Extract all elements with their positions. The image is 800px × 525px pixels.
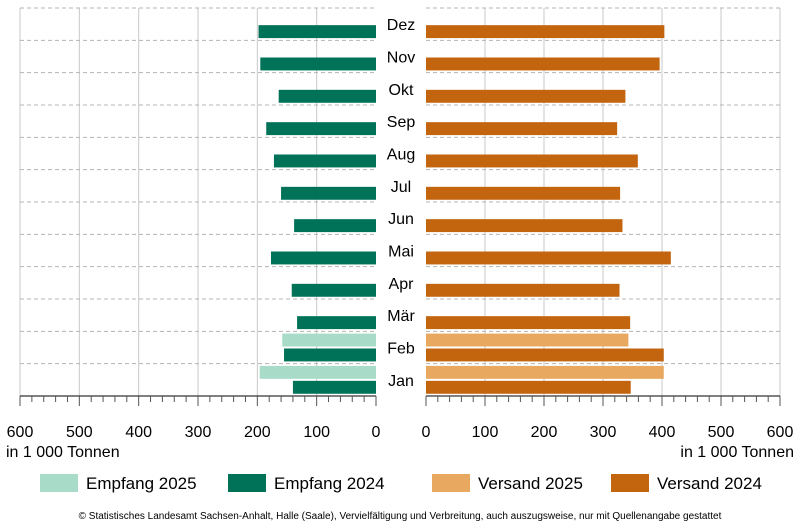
bar-versand-2024-mai: [426, 251, 671, 265]
bar-versand-2024-okt: [426, 89, 626, 103]
month-labels: Jan Feb Mär Apr Mai Jun Jul Aug Sep Okt Nov Dez: [387, 17, 416, 390]
bar-versand-2024-jul: [426, 186, 621, 200]
bar-empfang-2024-jun: [294, 219, 376, 233]
bar-versand-2024-dez: [426, 25, 665, 39]
bar-empfang-2024-nov: [260, 57, 376, 71]
legend-label-empfang-2025: Empfang 2025: [86, 474, 197, 493]
month-label-mai: Mai: [388, 244, 414, 261]
bar-empfang-2024-mai: [270, 251, 376, 265]
right-tick-label-400: 400: [649, 424, 676, 441]
legend-swatch-versand-2024: [611, 474, 649, 492]
left-tick-label-600: 600: [7, 424, 34, 441]
bar-versand-2024-sep: [426, 122, 618, 136]
bar-versand-2025-feb: [426, 333, 629, 347]
left-tick-label-400: 400: [125, 424, 152, 441]
right-axis-label: in 1 000 Tonnen: [680, 444, 794, 461]
right-tick-label-600: 600: [767, 424, 794, 441]
bar-empfang-2024-feb: [284, 348, 376, 362]
right-tick-label-100: 100: [472, 424, 499, 441]
bar-versand-2024-apr: [426, 283, 620, 297]
bar-empfang-2024-apr: [291, 283, 376, 297]
month-label-jun: Jun: [388, 211, 414, 228]
bar-versand-2025-jan: [426, 365, 664, 379]
legend-label-versand-2024: Versand 2024: [657, 474, 762, 493]
month-label-feb: Feb: [387, 341, 415, 358]
left-tick-label-100: 100: [303, 424, 330, 441]
bar-versand-2024-nov: [426, 57, 660, 71]
month-label-aug: Aug: [387, 147, 415, 164]
month-label-dez: Dez: [387, 17, 415, 34]
month-label-nov: Nov: [387, 50, 415, 67]
bar-versand-2024-jan: [426, 380, 631, 394]
legend-swatch-empfang-2025: [40, 474, 78, 492]
month-label-jul: Jul: [391, 179, 411, 196]
month-label-maer: Mär: [387, 308, 415, 325]
legend-swatch-empfang-2024: [228, 474, 266, 492]
month-label-okt: Okt: [389, 82, 414, 99]
bar-versand-2024-maer: [426, 316, 631, 330]
month-label-jan: Jan: [388, 373, 414, 390]
left-tick-label-500: 500: [66, 424, 93, 441]
left-tick-label-200: 200: [244, 424, 271, 441]
bar-empfang-2025-feb: [282, 333, 376, 347]
legend: Empfang 2025 Empfang 2024 Versand 2025 V…: [40, 474, 762, 493]
bar-empfang-2024-okt: [278, 89, 376, 103]
month-label-sep: Sep: [387, 114, 416, 131]
right-tick-label-500: 500: [708, 424, 735, 441]
bar-empfang-2024-sep: [266, 122, 376, 136]
legend-label-versand-2025: Versand 2025: [478, 474, 583, 493]
legend-swatch-versand-2025: [432, 474, 470, 492]
bar-versand-2024-jun: [426, 219, 623, 233]
legend-label-empfang-2024: Empfang 2024: [274, 474, 385, 493]
month-label-apr: Apr: [389, 276, 415, 293]
bar-empfang-2024-dez: [258, 25, 376, 39]
bar-versand-2024-feb: [426, 348, 664, 362]
bar-empfang-2024-maer: [297, 316, 376, 330]
left-tick-label-300: 300: [185, 424, 212, 441]
bar-empfang-2024-aug: [273, 154, 376, 168]
bar-empfang-2024-jul: [281, 186, 376, 200]
bar-versand-2024-aug: [426, 154, 638, 168]
right-tick-label-200: 200: [531, 424, 558, 441]
left-axis-label: in 1 000 Tonnen: [6, 444, 120, 461]
bar-empfang-2025-jan: [259, 365, 376, 379]
bar-empfang-2024-jan: [292, 380, 376, 394]
axes: 600 500 400 300 200 100 0 0 100 200 300 400 500 600: [7, 395, 794, 441]
right-tick-label-300: 300: [590, 424, 617, 441]
bars: [258, 25, 671, 394]
right-tick-label-0: 0: [422, 424, 431, 441]
copyright-footer: © Statistisches Landesamt Sachsen-Anhalt…: [79, 511, 722, 522]
left-tick-label-0: 0: [372, 424, 381, 441]
